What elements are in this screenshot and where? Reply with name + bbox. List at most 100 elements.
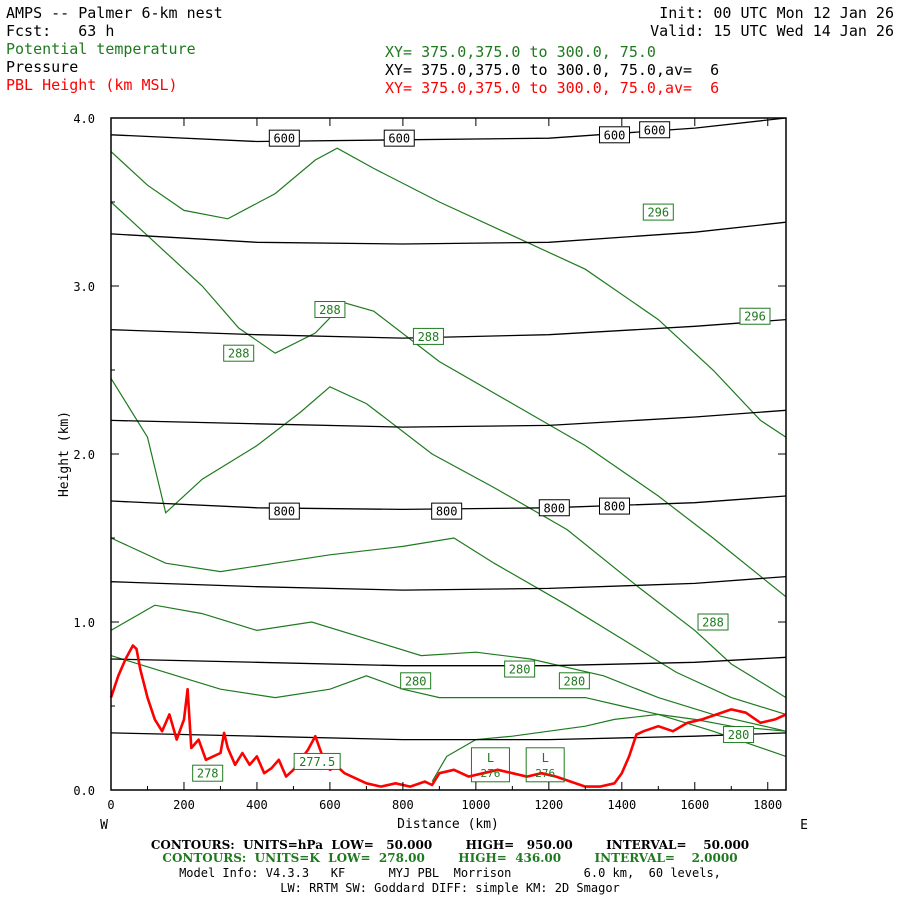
x-tick-label: 600 <box>319 798 341 812</box>
theta-label-box <box>642 203 674 221</box>
theta-contour-line <box>431 713 787 782</box>
footer-model-info: Model Info: V4.3.3 KF MYJ PBL Morrison 6… <box>179 866 721 880</box>
pressure-contour-650 <box>110 221 787 245</box>
header-left: AMPS -- Palmer 6-km nest Fcst: 63 h Pote… <box>6 4 223 94</box>
x-axis-east-label: E <box>800 818 808 833</box>
low-marker-value: 276 <box>535 767 555 780</box>
footer-pressure-contours: CONTOURS: UNITS=hPa LOW= 50.000 HIGH= 95… <box>150 838 750 852</box>
theta-contour-line <box>110 147 787 438</box>
xy-pbl: XY= 375.0,375.0 to 300.0, 75.0,av= 6 <box>385 79 720 97</box>
theta-contour-line <box>110 378 787 699</box>
pressure-label-box <box>383 129 415 147</box>
pressure-label-box <box>431 502 463 520</box>
theta-label: 277.5 <box>299 755 335 769</box>
theta-label: 288 <box>418 330 440 344</box>
theta-label-box <box>697 613 729 631</box>
x-tick-label: 1200 <box>534 798 563 812</box>
theta-label: 288 <box>228 347 250 361</box>
low-marker-value: 276 <box>481 767 501 780</box>
pressure-contour-700 <box>110 318 787 339</box>
xy-pressure: XY= 375.0,375.0 to 300.0, 75.0,av= 6 <box>385 61 720 79</box>
pbl-height-line <box>109 644 787 788</box>
theta-contour-line <box>110 201 787 598</box>
x-tick-label: 1600 <box>680 798 709 812</box>
pressure-contour-850 <box>110 575 787 591</box>
x-tick-label: 0 <box>107 798 114 812</box>
theta-label-box <box>558 672 590 690</box>
low-marker-letter: L <box>487 751 494 765</box>
x-tick-label: 1400 <box>607 798 636 812</box>
y-tick-label: 1.0 <box>73 616 95 630</box>
theta-contour-line <box>110 604 787 732</box>
pressure-label-box <box>599 497 631 515</box>
y-tick-label: 4.0 <box>73 112 95 126</box>
pressure-label-box <box>268 129 300 147</box>
x-tick-label: 200 <box>173 798 195 812</box>
pressure-contour-750 <box>110 409 787 428</box>
pressure-label: 800 <box>436 505 458 519</box>
x-tick-label: 1000 <box>461 798 490 812</box>
pressure-contour-800 <box>110 495 787 511</box>
theta-contour-line <box>110 537 787 715</box>
xy-theta: XY= 375.0,375.0 to 300.0, 75.0 <box>385 43 656 61</box>
theta-label: 280 <box>405 674 427 688</box>
pressure-label: 600 <box>388 132 410 146</box>
theta-label: 278 <box>197 767 219 781</box>
theta-label: 296 <box>744 310 766 324</box>
theta-label: 288 <box>702 616 724 630</box>
field-potential-temperature: Potential temperature <box>6 40 196 58</box>
theta-contour-line <box>110 655 787 757</box>
pressure-label: 800 <box>273 505 295 519</box>
theta-label-box <box>192 764 224 782</box>
pressure-label-box <box>538 499 570 517</box>
forecast-hour: Fcst: 63 h <box>6 22 115 40</box>
plot-frame <box>110 117 787 791</box>
theta-label: 280 <box>564 674 586 688</box>
x-axis-label: Distance (km) <box>397 817 499 832</box>
low-marker-letter: L <box>542 751 549 765</box>
valid-time: Valid: 15 UTC Wed 14 Jan 26 <box>650 22 894 40</box>
x-tick-label: 400 <box>246 798 268 812</box>
pressure-contour-900 <box>110 656 787 667</box>
pressure-label-box <box>639 121 671 139</box>
theta-label-box <box>223 344 255 362</box>
pressure-contour-600 <box>110 117 787 143</box>
theta-label: 280 <box>728 728 750 742</box>
theta-label-box <box>504 660 536 678</box>
theta-label: 280 <box>509 663 531 677</box>
x-axis-west-label: W <box>100 818 108 833</box>
low-marker-box <box>525 747 565 783</box>
footer-theta-contours: CONTOURS: UNITS=K LOW= 278.00 HIGH= 436.… <box>162 851 738 865</box>
y-tick-label: 0.0 <box>73 784 95 798</box>
pressure-label: 800 <box>543 501 565 515</box>
title: AMPS -- Palmer 6-km nest <box>6 4 223 22</box>
low-marker-box <box>470 747 510 783</box>
pressure-label: 800 <box>604 500 626 514</box>
field-pbl-height: PBL Height (km MSL) <box>6 76 178 94</box>
x-tick-label: 1800 <box>753 798 782 812</box>
theta-label-box <box>412 327 444 345</box>
y-tick-label: 2.0 <box>73 448 95 462</box>
pressure-label: 600 <box>644 123 666 137</box>
field-pressure: Pressure <box>6 58 79 76</box>
pressure-label: 600 <box>604 128 626 142</box>
y-axis-label: Height (km) <box>57 411 72 497</box>
init-time: Init: 00 UTC Mon 12 Jan 26 <box>659 4 894 22</box>
pressure-label: 600 <box>273 132 295 146</box>
header-xy: XY= 375.0,375.0 to 300.0, 75.0 XY= 375.0… <box>385 43 719 97</box>
pressure-contour-950 <box>110 732 787 741</box>
theta-label: 296 <box>647 206 669 220</box>
theta-label-box <box>400 672 432 690</box>
pressure-label-box <box>599 126 631 144</box>
header-right: Init: 00 UTC Mon 12 Jan 26 Valid: 15 UTC… <box>650 4 894 40</box>
theta-label: 288 <box>319 303 341 317</box>
theta-label-box <box>314 301 346 319</box>
theta-label-box <box>723 726 755 744</box>
theta-label-box <box>739 307 771 325</box>
footer-physics: LW: RRTM SW: Goddard DIFF: simple KM: 2D… <box>280 881 620 895</box>
theta-label-box <box>293 752 341 770</box>
pressure-label-box <box>268 502 300 520</box>
x-tick-label: 800 <box>392 798 414 812</box>
y-tick-label: 3.0 <box>73 280 95 294</box>
